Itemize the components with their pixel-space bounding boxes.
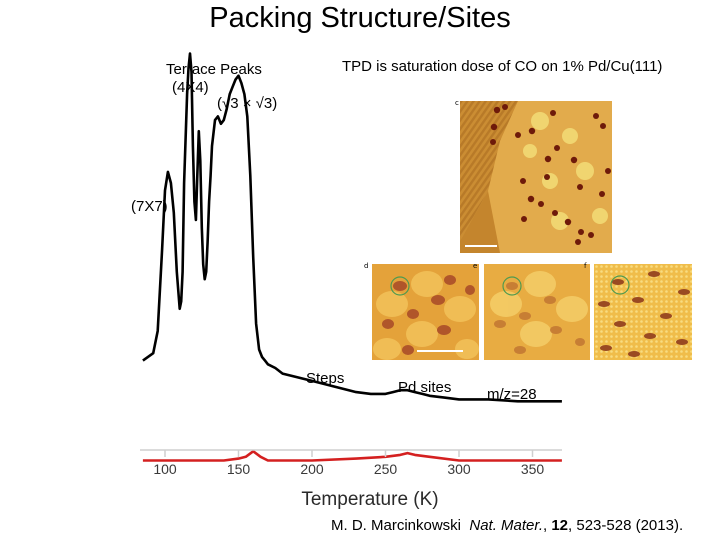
x-axis-label: Temperature (K) xyxy=(301,489,438,510)
tpd-subtitle: TPD is saturation dose of CO on 1% Pd/Cu… xyxy=(342,58,663,75)
stm-image-c xyxy=(460,101,612,253)
panel-letter-e: e xyxy=(473,262,478,270)
x-tick-label-300: 300 xyxy=(447,461,471,477)
seven-by-seven-label: (7X7) xyxy=(131,198,168,215)
mz-label: m/z=28 xyxy=(487,386,537,403)
scale-bar-d xyxy=(417,350,463,352)
tpd-trace xyxy=(142,52,562,403)
citation-volume: 12 xyxy=(551,517,569,534)
reference-trace xyxy=(142,449,562,462)
x-tick-label-250: 250 xyxy=(374,461,398,477)
stm-image-e xyxy=(484,264,590,360)
stm-image-d-graphic xyxy=(372,264,479,360)
stm-image-f xyxy=(594,264,692,360)
pd-site-marker-f xyxy=(610,275,630,295)
stm-image-c-graphic xyxy=(460,101,612,253)
x-tick-label-150: 150 xyxy=(227,461,251,477)
pd-site-marker-e xyxy=(502,276,522,296)
four-by-four-label: (4X4) xyxy=(172,79,209,96)
x-tick-label-100: 100 xyxy=(153,461,177,477)
citation-journal: Nat. Mater. xyxy=(469,517,543,534)
panel-letter-c: c xyxy=(455,99,459,107)
scale-bar-c xyxy=(465,245,497,247)
x-tick-label-350: 350 xyxy=(521,461,545,477)
citation-comma: , xyxy=(543,517,548,534)
panel-letter-d: d xyxy=(364,262,369,270)
stm-image-f-graphic xyxy=(594,264,692,360)
panel-letter-f: f xyxy=(584,262,587,270)
root3-label: (√3 × √3) xyxy=(217,95,278,112)
x-tick-label-200: 200 xyxy=(300,461,324,477)
citation-author: M. D. Marcinkowski xyxy=(331,517,462,534)
pd-site-marker-d xyxy=(390,276,410,296)
slide-title: Packing Structure/Sites xyxy=(209,2,511,34)
stm-image-d xyxy=(372,264,479,360)
stm-image-e-graphic xyxy=(484,264,590,360)
citation-pages: , 523-528 (2013). xyxy=(568,517,684,534)
citation: M. D. Marcinkowski Nat. Mater., 12, 523-… xyxy=(331,517,683,534)
